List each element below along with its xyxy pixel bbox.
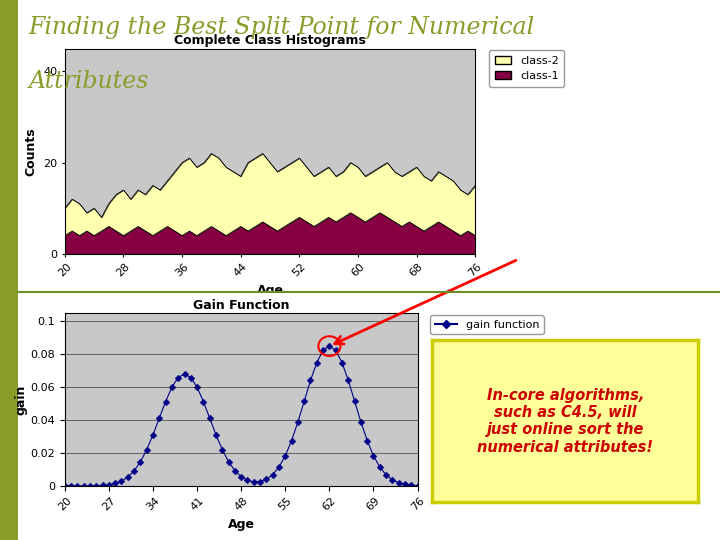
Text: Finding the Best Split Point for Numerical: Finding the Best Split Point for Numeric…	[29, 16, 535, 39]
X-axis label: Age: Age	[228, 518, 255, 531]
Legend: class-2, class-1: class-2, class-1	[489, 50, 564, 87]
Y-axis label: gain: gain	[14, 384, 27, 415]
Y-axis label: Counts: Counts	[24, 127, 37, 176]
Text: In-core algorithms,
such as C4.5, will
just online sort the
numerical attributes: In-core algorithms, such as C4.5, will j…	[477, 388, 653, 455]
Title: Complete Class Histograms: Complete Class Histograms	[174, 35, 366, 48]
X-axis label: Age: Age	[256, 284, 284, 297]
Legend: gain function: gain function	[431, 315, 544, 334]
Title: Gain Function: Gain Function	[193, 299, 289, 312]
Text: Attributes: Attributes	[29, 70, 149, 93]
